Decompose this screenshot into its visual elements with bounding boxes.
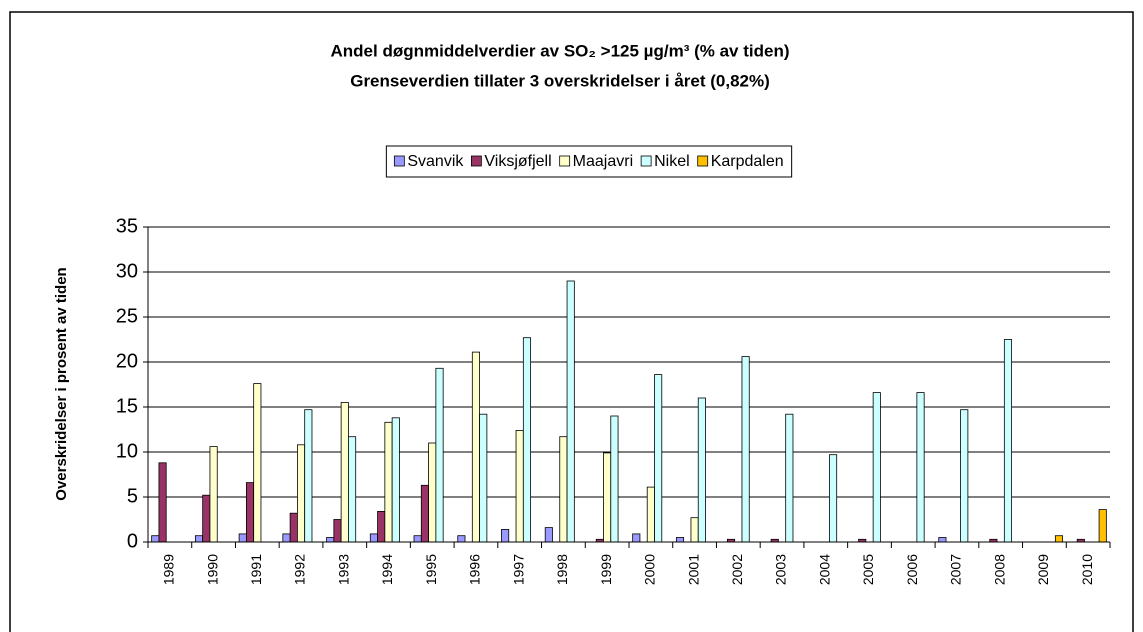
bar <box>916 392 925 543</box>
bar <box>938 537 947 543</box>
bar <box>428 442 437 543</box>
legend-swatch <box>470 155 482 167</box>
bar <box>566 280 575 543</box>
x-tick-label: 2002 <box>729 554 745 585</box>
bar <box>413 535 422 543</box>
x-tick-label: 1996 <box>467 554 483 585</box>
x-tick-label: 2010 <box>1079 554 1095 585</box>
bar <box>340 402 349 543</box>
bar <box>960 409 969 543</box>
x-tick-label: 2005 <box>860 554 876 585</box>
bar <box>435 367 444 543</box>
y-tick-label: 25 <box>116 305 138 327</box>
bar <box>253 383 262 543</box>
bar <box>384 421 393 543</box>
bar <box>1054 535 1064 543</box>
chart-subtitle: Grenseverdien tillater 3 overskridelser … <box>350 71 770 90</box>
y-tick-label: 15 <box>116 395 138 417</box>
bar <box>289 512 298 543</box>
x-tick-label: 2007 <box>948 554 964 585</box>
bar <box>646 486 655 543</box>
bar <box>282 533 291 543</box>
bar <box>522 337 532 543</box>
legend-swatch <box>559 155 571 167</box>
bar <box>501 529 510 543</box>
bar <box>632 533 641 543</box>
legend-label: Svanvik <box>407 153 464 170</box>
bar <box>348 436 357 543</box>
legend: Svanvik Viksjøfjell Maajavri Nikel Karpdalen <box>385 145 793 178</box>
x-tick-label: 2009 <box>1035 554 1051 585</box>
bar <box>544 527 553 543</box>
x-tick-label: 1994 <box>379 554 395 585</box>
x-tick-label: 1998 <box>554 554 570 585</box>
bar <box>391 417 400 543</box>
bar <box>610 415 619 543</box>
bar <box>829 454 838 543</box>
legend-label: Nikel <box>654 153 690 170</box>
x-tick-label: 1999 <box>598 554 614 585</box>
x-tick-label: 1993 <box>335 554 351 585</box>
bar <box>785 413 794 543</box>
bar <box>697 397 706 543</box>
y-axis-label: Overskridelser i prosent av tiden <box>53 267 70 500</box>
legend-label: Viksjøfjell <box>484 153 551 170</box>
x-tick-label: 1995 <box>423 554 439 585</box>
bar <box>457 535 466 543</box>
legend-label: Maajavri <box>573 153 633 170</box>
bar <box>304 409 313 543</box>
x-tick-label: 2006 <box>904 554 920 585</box>
x-tick-label: 1997 <box>510 554 526 585</box>
y-tick-label: 0 <box>127 530 138 552</box>
bar <box>654 374 663 543</box>
legend-box <box>385 145 793 178</box>
y-tick-label: 5 <box>127 485 138 507</box>
legend-label: Karpdalen <box>711 153 784 170</box>
bar <box>202 494 211 543</box>
y-tick-label: 35 <box>116 215 138 237</box>
bar <box>603 452 612 543</box>
bar <box>559 436 568 543</box>
bar <box>158 462 167 543</box>
x-tick-label: 2008 <box>991 554 1007 585</box>
legend-swatch <box>697 155 709 167</box>
bar <box>872 392 881 543</box>
bar <box>420 484 429 543</box>
chart-title: Andel døgnmiddelverdier av SO₂ >125 µg/m… <box>331 41 790 60</box>
x-tick-label: 2000 <box>642 554 658 585</box>
bar <box>326 537 335 543</box>
bar <box>741 356 750 543</box>
bar <box>369 533 378 543</box>
bar <box>515 429 524 543</box>
x-tick-label: 1990 <box>204 554 220 585</box>
x-tick-label: 2004 <box>816 554 832 585</box>
y-tick-label: 30 <box>116 260 138 282</box>
legend-swatch <box>640 155 652 167</box>
bar <box>1003 339 1013 543</box>
bar <box>151 535 160 543</box>
bar <box>690 517 699 543</box>
bar <box>675 537 685 543</box>
x-tick-label: 2001 <box>685 554 701 585</box>
x-tick-label: 1992 <box>292 554 308 585</box>
x-tick-label: 1989 <box>161 554 177 585</box>
bar <box>479 413 488 543</box>
bar <box>377 510 386 543</box>
bar <box>471 351 480 543</box>
x-tick-label: 2003 <box>773 554 789 585</box>
y-tick-label: 20 <box>116 350 138 372</box>
bar <box>209 446 218 543</box>
bar <box>297 444 306 543</box>
x-tick-label: 1991 <box>248 554 264 585</box>
bar <box>333 519 342 543</box>
bar <box>238 533 247 543</box>
bar <box>245 482 255 543</box>
legend-swatch <box>393 155 405 167</box>
y-tick-label: 10 <box>116 440 138 462</box>
bar <box>194 535 204 543</box>
bar <box>1098 509 1107 543</box>
